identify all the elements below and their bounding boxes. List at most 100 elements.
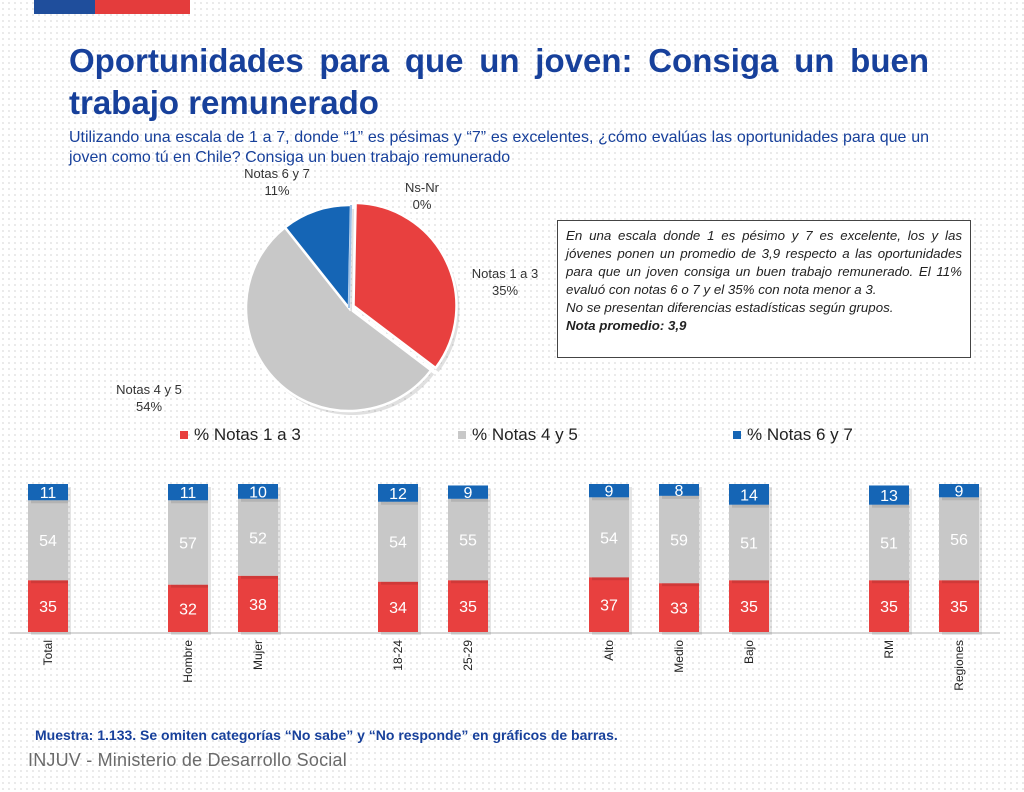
top-accent-bar [34, 0, 190, 14]
bar-18-24-notas-4-5 [378, 501, 418, 582]
bar-regiones-notas-1-3-label: 35 [950, 599, 968, 616]
info-box: En una escala donde 1 es pésimo y 7 es e… [557, 220, 971, 358]
bar-hombre-notas-4-5 [168, 500, 208, 585]
bar-total-notas-4-5-label: 54 [39, 533, 57, 550]
pie-chart [244, 201, 460, 415]
pie-label-notas-4-5: Notas 4 y 5 54% [104, 381, 194, 415]
bar-regiones-notas-4-5-label: 56 [950, 532, 968, 549]
pie-label-notas-6-7-value: 11% [264, 183, 290, 198]
bar-bajo-notas-6-7-label: 14 [740, 487, 758, 504]
bar-bajo-notas-4-5 [729, 504, 769, 581]
pie-label-notas-6-7: Notas 6 y 7 11% [232, 165, 322, 199]
bar-category-mujer: Mujer [251, 640, 265, 670]
legend-label-notas-6-7: % Notas 6 y 7 [747, 425, 853, 444]
bar-hombre-notas-6-7-label: 11 [180, 485, 197, 502]
bar-total-notas-6-7 [28, 484, 68, 501]
bar-mujer-notas-6-7-label: 10 [249, 484, 267, 501]
bar-category-total: Total [41, 640, 55, 665]
stacked-bar-chart: 35 54 11 Total 32 57 11 Hombre 38 52 10 Mujer 34 54 12… [10, 483, 1000, 691]
bar-category-rm: RM [882, 640, 896, 659]
info-box-average: Nota promedio: 3,9 [566, 318, 687, 333]
bar-regiones-notas-4-5 [939, 497, 979, 581]
pie-label-notas-1-3-name: Notas 1 a 3 [471, 266, 539, 281]
bar-category-18-24: 18-24 [391, 640, 405, 671]
bar-rm-notas-4-5-label: 51 [880, 535, 898, 552]
legend-swatch-blue [733, 431, 741, 439]
bar-alto-notas-4-5-label: 54 [600, 530, 618, 547]
legend-label-notas-1-3: % Notas 1 a 3 [194, 425, 301, 444]
pie-label-ns-nr: Ns-Nr 0% [392, 179, 452, 213]
bar-medio-notas-1-3 [659, 583, 699, 632]
bar-total-notas-1-3-label: 35 [39, 599, 57, 616]
bar-25-29-notas-6-7 [448, 485, 488, 499]
legend-item-notas-1-3: % Notas 1 a 3 [180, 425, 301, 445]
bar-hombre-notas-1-3-label: 32 [179, 601, 197, 618]
bar-18-24-notas-6-7-label: 12 [389, 486, 407, 503]
slide-title: Oportunidades para que un joven: Consiga… [69, 42, 929, 121]
bar-mujer-notas-6-7 [238, 484, 278, 499]
bar-bajo-notas-1-3-label: 35 [740, 599, 758, 616]
pie-label-notas-4-5-value: 54% [135, 399, 163, 414]
legend-swatch-red [180, 431, 188, 439]
pie-slice-ns-nr [348, 205, 353, 309]
bar-category-alto: Alto [602, 640, 616, 661]
bar-alto-notas-1-3-label: 37 [600, 598, 618, 615]
pie-slice-notas-6-y-7 [283, 203, 353, 312]
pie-label-ns-nr-name: Ns-Nr [405, 180, 439, 195]
bar-regiones-notas-1-3 [939, 580, 979, 632]
bar-25-29-notas-1-3-label: 35 [459, 599, 477, 616]
bar-25-29-notas-6-7-label: 9 [464, 485, 473, 502]
bar-25-29-notas-4-5 [448, 498, 488, 581]
bar-alto-notas-6-7-label: 9 [605, 484, 614, 501]
bar-alto-notas-1-3 [589, 577, 629, 632]
bar-total-notas-4-5 [28, 500, 68, 581]
accent-red [95, 0, 190, 14]
pie-label-notas-4-5-name: Notas 4 y 5 [116, 382, 182, 397]
bar-mujer-notas-4-5-label: 52 [249, 530, 267, 547]
bar-mujer-notas-1-3-label: 38 [249, 597, 267, 614]
bar-rm-notas-1-3 [869, 580, 909, 632]
bar-total-notas-6-7-label: 11 [40, 485, 57, 502]
bar-medio-notas-4-5 [659, 495, 699, 584]
accent-blue [34, 0, 95, 14]
bar-18-24-notas-1-3-label: 34 [389, 600, 407, 617]
bar-bajo-notas-1-3 [729, 580, 769, 632]
bar-18-24-notas-6-7 [378, 484, 418, 502]
bar-25-29-notas-4-5-label: 55 [459, 533, 477, 550]
bar-category-25-29: 25-29 [461, 640, 475, 671]
bar-mujer-notas-4-5 [238, 498, 278, 576]
bar-alto-notas-4-5 [589, 497, 629, 578]
bar-medio-notas-6-7-label: 8 [675, 483, 684, 500]
bar-regiones-notas-6-7-label: 9 [955, 484, 964, 501]
bar-18-24-notas-4-5-label: 54 [389, 535, 407, 552]
bar-alto-notas-6-7 [589, 484, 629, 498]
legend-item-notas-4-5: % Notas 4 y 5 [458, 425, 578, 445]
bar-mujer-notas-1-3 [238, 575, 278, 632]
bar-rm-notas-6-7 [869, 485, 909, 505]
bar-regiones-notas-6-7 [939, 484, 979, 498]
bar-category-bajo: Bajo [742, 640, 756, 664]
footnote: Muestra: 1.133. Se omiten categorías “No… [35, 727, 618, 743]
bar-rm-notas-4-5 [869, 504, 909, 581]
organization-footer: INJUV - Ministerio de Desarrollo Social [28, 750, 347, 770]
bar-category-hombre: Hombre [181, 640, 195, 683]
bar-rm-notas-6-7-label: 13 [880, 488, 898, 505]
pie-slice-notas-1-a-3 [352, 201, 458, 370]
pie-slice-notas-4-y-5 [244, 225, 433, 413]
pie-label-notas-1-3: Notas 1 a 3 35% [460, 265, 550, 299]
bar-medio-notas-1-3-label: 33 [670, 601, 688, 618]
bar-18-24-notas-1-3 [378, 581, 418, 632]
legend-label-notas-4-5: % Notas 4 y 5 [472, 425, 578, 444]
bar-axis-line [10, 632, 1000, 634]
bar-bajo-notas-6-7 [729, 484, 769, 505]
info-box-note: No se presentan diferencias estadísticas… [566, 300, 894, 315]
bar-bajo-notas-4-5-label: 51 [740, 535, 758, 552]
bar-medio-notas-6-7 [659, 484, 699, 496]
info-box-text: En una escala donde 1 es pésimo y 7 es e… [566, 228, 962, 297]
legend-item-notas-6-7: % Notas 6 y 7 [733, 425, 853, 445]
slide-subtitle: Utilizando una escala de 1 a 7, donde “1… [69, 129, 929, 166]
pie-label-notas-1-3-value: 35% [491, 283, 519, 298]
bar-medio-notas-4-5-label: 59 [670, 533, 688, 550]
chart-legend: % Notas 1 a 3 % Notas 4 y 5 % Notas 6 y … [180, 425, 900, 445]
legend-swatch-gray [458, 431, 466, 439]
